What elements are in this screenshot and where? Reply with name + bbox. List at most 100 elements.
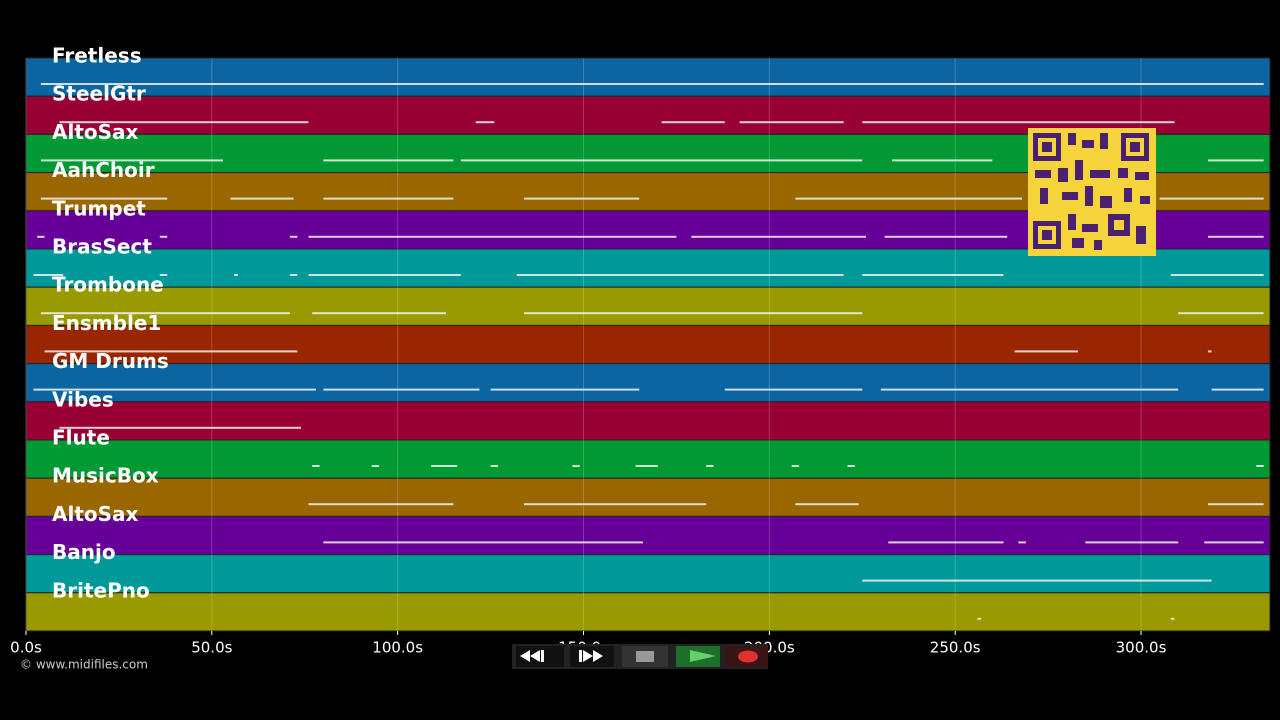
stop-button[interactable] — [622, 646, 668, 667]
qr-code — [1028, 128, 1156, 256]
note-span — [460, 159, 863, 162]
note-span — [308, 274, 461, 276]
note-span — [40, 159, 223, 162]
note-span — [892, 159, 993, 162]
note-span — [289, 235, 298, 238]
note-span — [1178, 312, 1264, 315]
track-lane — [25, 324, 1271, 365]
note-span — [59, 121, 309, 124]
note-span — [888, 541, 1004, 544]
track-lane — [25, 363, 1271, 403]
track-name: Fretless — [52, 44, 142, 68]
x-tick-label: 300.0s — [1116, 639, 1167, 657]
x-tick-label: 100.0s — [372, 639, 423, 657]
note-span — [40, 312, 290, 315]
track-name: BrasSect — [52, 235, 152, 259]
grid — [25, 58, 1142, 631]
transport-controls — [512, 644, 768, 669]
note-span — [323, 159, 454, 162]
track-name: Banjo — [52, 540, 116, 564]
note-span — [308, 503, 454, 506]
track-name: Trumpet — [52, 196, 146, 220]
credit: © www.midifiles.com — [20, 658, 148, 672]
note-span — [1204, 541, 1264, 544]
note-span — [44, 350, 298, 353]
note-span — [308, 235, 677, 238]
note-span — [371, 465, 380, 467]
note-span — [862, 121, 1175, 124]
note-span — [516, 274, 844, 276]
note-span — [1170, 617, 1175, 620]
note-span — [880, 388, 1179, 391]
note-span — [37, 235, 45, 238]
note-span — [977, 617, 982, 620]
track-labels: Fretless SteelGtr AltoSax AahChoir Trumpet Br… — [52, 44, 169, 603]
note-span — [1170, 274, 1264, 276]
note-span — [312, 312, 446, 315]
note-span — [323, 541, 643, 544]
track-name: AltoSax — [52, 120, 139, 144]
note-span — [524, 197, 640, 200]
note-span — [1207, 503, 1264, 506]
note-span — [230, 197, 294, 200]
note-span — [33, 388, 316, 391]
track-name: BritePno — [52, 578, 150, 602]
note-span — [524, 312, 863, 315]
note-span — [1256, 465, 1264, 467]
track-name: AltoSax — [52, 502, 139, 526]
note-span — [724, 388, 863, 391]
note-span — [1207, 235, 1264, 238]
note-span — [739, 121, 844, 124]
note-span — [40, 83, 1264, 85]
note-span — [706, 465, 714, 467]
track-name: GM Drums — [52, 349, 169, 373]
note-span — [431, 465, 458, 467]
note-span — [475, 121, 495, 124]
track-name: Trombone — [52, 273, 164, 297]
note-span — [59, 426, 302, 429]
note-span — [312, 465, 320, 467]
note-span — [862, 579, 1212, 582]
note-span — [1014, 350, 1078, 353]
note-span — [791, 465, 800, 467]
note-span — [635, 465, 658, 467]
x-tick-label: 0.0s — [10, 639, 42, 657]
track-name: SteelGtr — [52, 82, 146, 106]
note-span — [524, 503, 707, 506]
track-lane — [25, 477, 1271, 517]
note-span — [40, 197, 168, 200]
note-span — [33, 274, 64, 276]
note-span — [159, 235, 168, 238]
note-span — [1085, 541, 1179, 544]
x-tick-label: 50.0s — [191, 639, 232, 657]
track-name: AahChoir — [52, 158, 155, 182]
note-span — [795, 197, 1023, 200]
note-span — [490, 388, 640, 391]
note-span — [234, 274, 238, 276]
play-button[interactable] — [676, 646, 720, 667]
note-span — [1207, 159, 1264, 162]
fast-forward-button[interactable] — [570, 646, 614, 667]
note-span — [323, 197, 454, 200]
x-tick-label: 250.0s — [930, 639, 981, 657]
track-name: Flute — [52, 426, 110, 450]
note-span — [1207, 350, 1212, 353]
note-span — [661, 121, 725, 124]
record-button[interactable] — [726, 646, 768, 667]
note-span — [795, 503, 859, 506]
rewind-button[interactable] — [516, 646, 564, 667]
track-lane — [25, 515, 1271, 556]
note-span — [289, 274, 298, 276]
note-span — [691, 235, 866, 238]
note-span — [323, 388, 480, 391]
track-lane — [25, 554, 1271, 594]
track-name: Vibes — [52, 387, 114, 411]
track-name: MusicBox — [52, 464, 159, 488]
note-span — [572, 465, 580, 467]
note-span — [490, 465, 499, 467]
note-span — [1018, 541, 1026, 544]
track-lane — [25, 592, 1271, 632]
track-lane — [25, 401, 1271, 441]
